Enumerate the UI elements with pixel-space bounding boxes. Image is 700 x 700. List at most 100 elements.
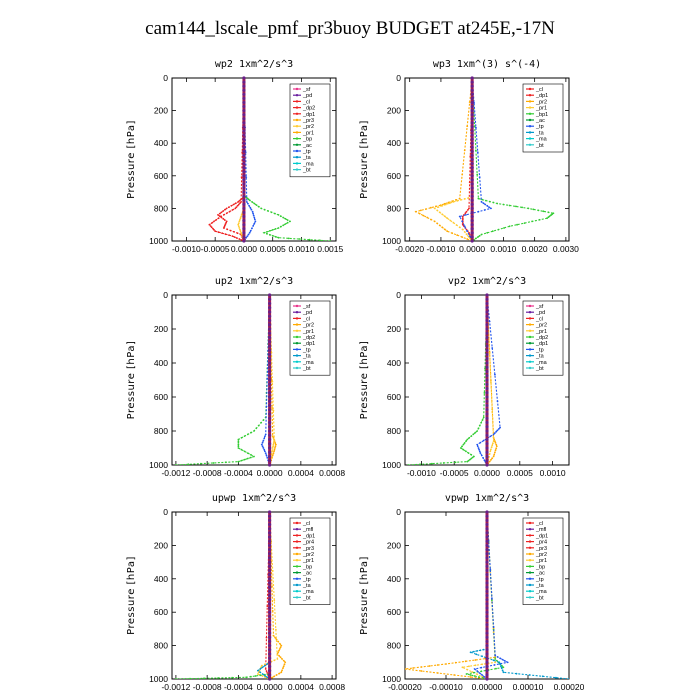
series-point_tp: [249, 229, 252, 232]
series-point_bp: [263, 208, 266, 211]
zero-column-point: [268, 361, 272, 365]
series-point_pr2: [281, 658, 283, 660]
series-point_dp1: [238, 238, 241, 240]
legend-label_pd: _pd: [302, 93, 312, 99]
series-point_bp1: [546, 217, 548, 220]
legend-marker_tp: [528, 348, 532, 351]
series-point_pr2: [463, 149, 466, 152]
legend-marker_dp2: [295, 335, 299, 339]
zero-column-point: [268, 543, 272, 548]
series-point_pr1: [433, 207, 436, 210]
legend-marker_pr1: [528, 559, 532, 562]
series-point_pr1: [257, 673, 259, 675]
legend-label_pr3: _pr3: [302, 546, 314, 552]
x-tick-label: 0.0004: [288, 468, 314, 478]
series-point_bp1: [480, 233, 483, 236]
chart-panel-2: wp3 1xm^(3) s^(-4) Pressure [hPa] 0 200 400 6…: [359, 59, 579, 254]
series-point_ta: [515, 672, 518, 675]
series-point_pr2: [436, 222, 439, 225]
legend-marker_bt: [295, 168, 299, 171]
series-point_tp: [248, 204, 251, 207]
series-point_bp: [473, 671, 475, 674]
series-point_pr1: [461, 228, 464, 231]
series-point_pr1: [260, 664, 263, 667]
series-point_pr2: [443, 228, 446, 231]
series-point_dp2: [472, 433, 475, 436]
legend-marker_pd: [295, 94, 299, 97]
series-point_pr1: [492, 631, 495, 634]
series-point_pr1: [463, 231, 466, 233]
zero-column-point: [268, 352, 272, 357]
zero-column-point: [485, 648, 489, 652]
series-point_pr2: [237, 222, 240, 225]
series-point_tp: [458, 215, 461, 218]
series-point_pr2: [278, 654, 280, 657]
legend: _sf_pd_cl_pr2_pr1_dp2_dp1_tp_ta_ma_bt: [522, 300, 564, 376]
zero-column-point: [268, 568, 272, 573]
series-point_tp: [263, 448, 266, 451]
series-point_bp: [231, 676, 234, 679]
series-point_bp: [259, 674, 262, 677]
zero-column-point: [485, 344, 489, 348]
series-point_dp2: [467, 459, 470, 462]
series-point_pr1: [491, 411, 494, 413]
series-point_pr1: [492, 440, 495, 443]
series-point_tp: [482, 439, 485, 442]
series-point_tp: [476, 443, 479, 446]
series-point_dp2: [454, 461, 457, 464]
legend-label_cl: _cl: [302, 316, 310, 322]
series-point_pr1: [460, 199, 462, 201]
series-point_dp2: [466, 438, 469, 441]
series-point_tp: [264, 435, 266, 438]
series-point_bp1: [527, 207, 530, 210]
plot-frame: [171, 511, 337, 680]
legend-marker_pr3: [528, 546, 532, 549]
zero-column-point: [470, 141, 474, 145]
series-point_dp2: [237, 460, 240, 463]
zero-column-point: [470, 104, 474, 109]
zero-column-point: [470, 227, 474, 231]
series-point_dp1: [210, 222, 213, 225]
series-point_dp2: [237, 440, 240, 443]
legend-label_ma: _ma: [302, 589, 315, 595]
chart-panel-5: upwp 1xm^2/s^3 Pressure [hPa] 0 200 400 600 80…: [126, 493, 345, 692]
series-group: [405, 512, 569, 679]
series-point_dp2: [225, 220, 228, 223]
x-tick-label: -0.0005: [201, 244, 230, 254]
series-point_pr1: [467, 197, 470, 199]
zero-column-point: [268, 531, 272, 535]
series-point_tp: [483, 676, 486, 678]
series-point_bp: [271, 229, 274, 231]
zero-column-point: [268, 293, 272, 297]
series-point_bp: [286, 219, 289, 222]
series-point_dp2: [431, 462, 433, 465]
legend-marker_mfl: [528, 528, 532, 531]
zero-column-point: [268, 539, 272, 543]
zero-column-point: [485, 386, 489, 391]
zero-column-point: [242, 109, 246, 113]
series-point_dp1: [466, 209, 469, 211]
series-point_pr2: [435, 205, 437, 208]
zero-column-point: [470, 121, 474, 125]
series-point_dp1: [212, 227, 214, 230]
series-point_pr2: [474, 659, 477, 661]
zero-column-point: [485, 437, 489, 442]
series-point_dp1: [461, 218, 464, 221]
series-point_dp2: [237, 443, 240, 446]
legend-box: [289, 83, 331, 178]
series-point_tp: [492, 433, 495, 436]
series-point_bp: [274, 212, 276, 215]
series-line_bp: [466, 512, 505, 679]
x-tick-label: 0.0004: [288, 682, 314, 692]
zero-column-point: [485, 585, 489, 589]
series-point_bp1: [515, 205, 517, 208]
legend-label_bt: _bt: [302, 168, 311, 174]
series-point_tp: [478, 672, 481, 674]
series-point_dp2: [243, 458, 246, 461]
series-point_bp: [274, 235, 277, 238]
series-point_pr1: [443, 215, 446, 218]
series-point_dp1: [233, 236, 236, 239]
legend-marker_dp1: [295, 342, 299, 345]
legend-marker_pr1: [528, 106, 532, 109]
legend-marker_pr1: [295, 559, 299, 562]
